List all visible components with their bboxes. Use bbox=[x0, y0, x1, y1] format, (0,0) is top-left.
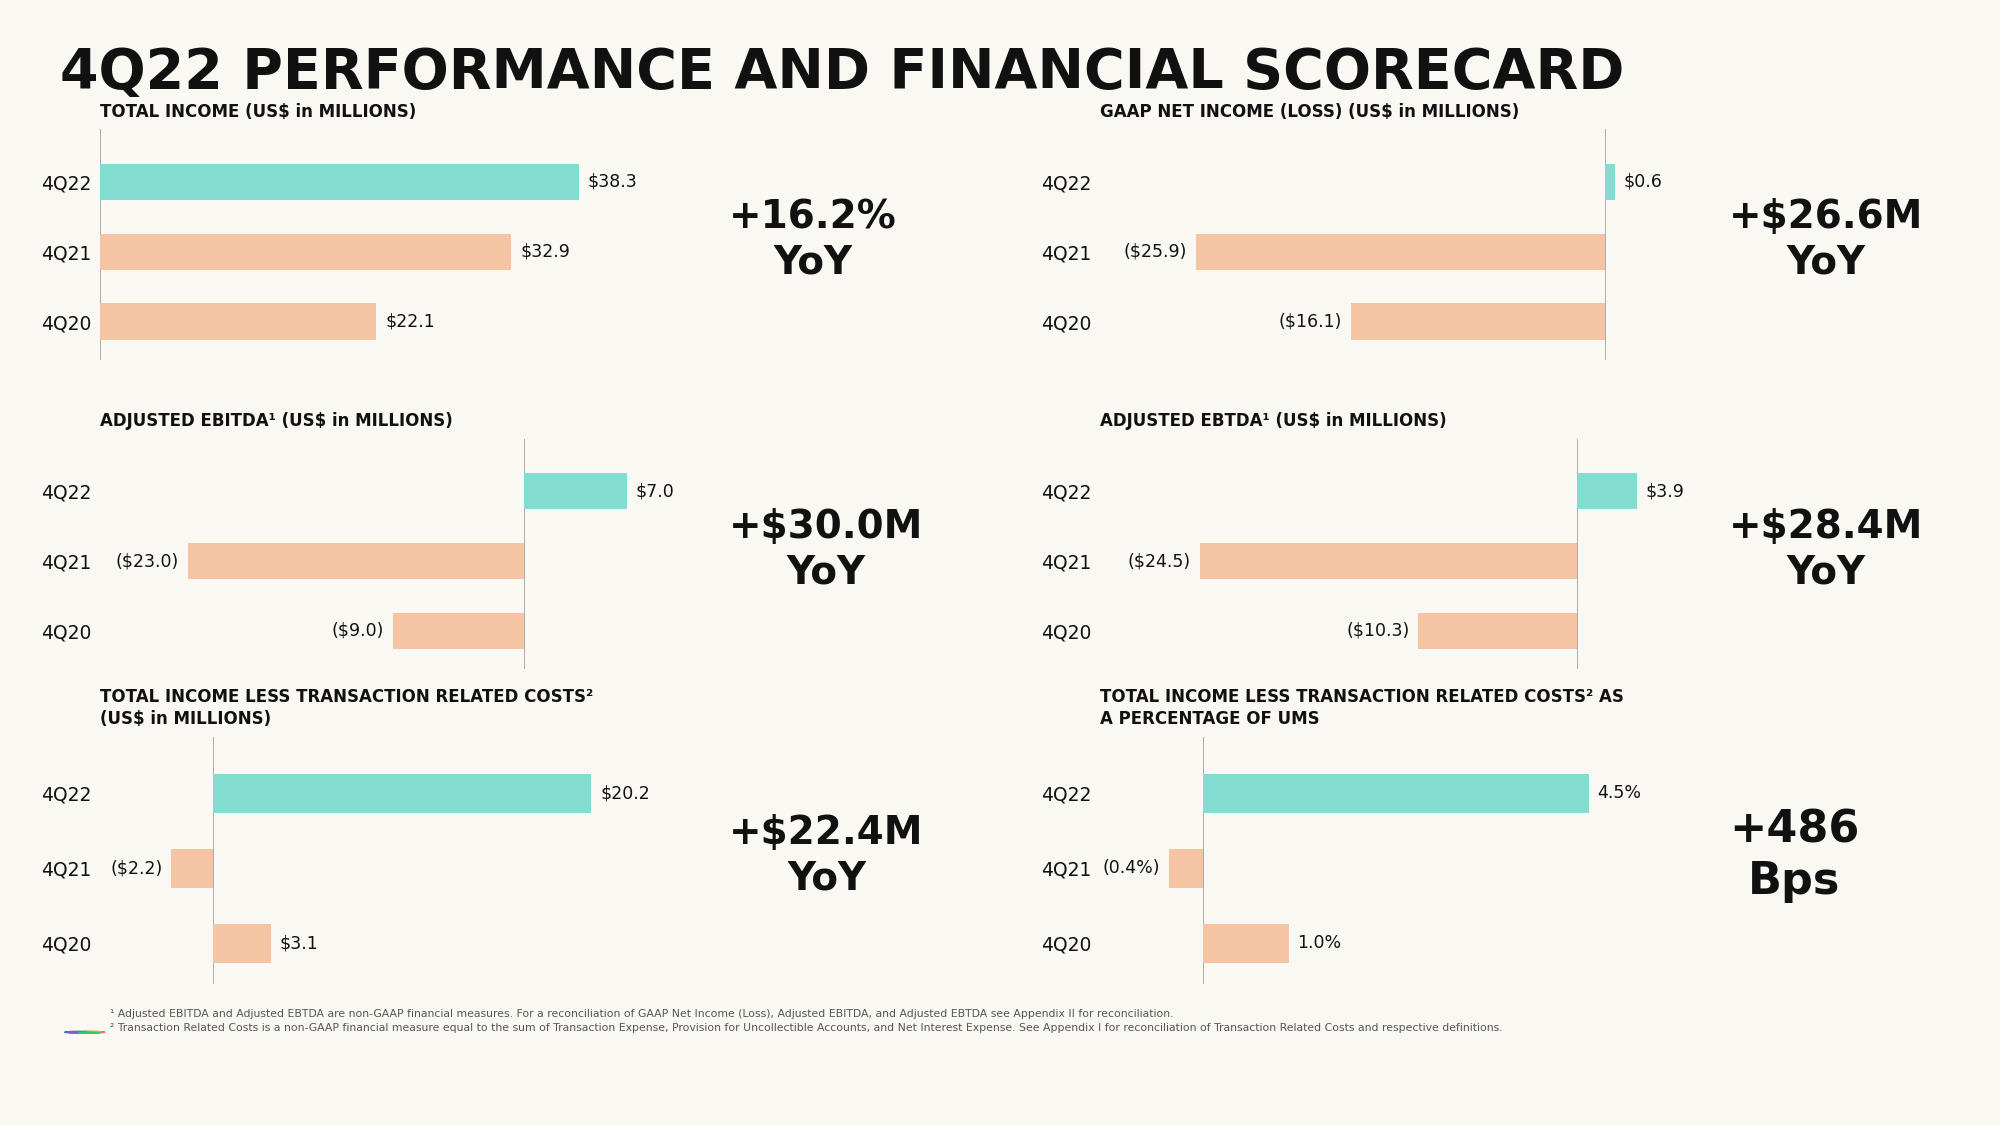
Text: TOTAL INCOME LESS TRANSACTION RELATED COSTS² AS
A PERCENTAGE OF UMS: TOTAL INCOME LESS TRANSACTION RELATED CO… bbox=[1100, 688, 1624, 728]
Text: ADJUSTED EBITDA¹ (US$ in MILLIONS): ADJUSTED EBITDA¹ (US$ in MILLIONS) bbox=[100, 412, 452, 430]
Text: (0.4%): (0.4%) bbox=[1102, 860, 1160, 878]
Circle shape bbox=[78, 1030, 100, 1033]
Circle shape bbox=[82, 1032, 104, 1033]
Text: $3.1: $3.1 bbox=[280, 934, 318, 952]
Text: ($2.2): ($2.2) bbox=[110, 860, 162, 878]
Bar bbox=[1576, 472, 1636, 510]
Bar bbox=[1200, 543, 1576, 579]
Text: 4Q22 PERFORMANCE AND FINANCIAL SCORECARD: 4Q22 PERFORMANCE AND FINANCIAL SCORECARD bbox=[60, 45, 1624, 99]
Text: ($23.0): ($23.0) bbox=[116, 552, 178, 570]
Text: +$28.4M
YoY: +$28.4M YoY bbox=[1730, 507, 1924, 592]
Bar bbox=[100, 304, 376, 340]
Bar bbox=[524, 472, 626, 510]
Bar bbox=[1196, 234, 1606, 270]
Text: $0.6: $0.6 bbox=[1624, 173, 1662, 191]
Bar bbox=[1202, 774, 1588, 812]
Circle shape bbox=[70, 1030, 92, 1033]
Bar bbox=[188, 543, 524, 579]
Text: ¹ Adjusted EBITDA and Adjusted EBTDA are non-GAAP financial measures. For a reco: ¹ Adjusted EBITDA and Adjusted EBTDA are… bbox=[110, 1009, 1504, 1033]
Text: ($9.0): ($9.0) bbox=[332, 622, 384, 640]
Text: $22.1: $22.1 bbox=[386, 313, 436, 331]
Text: +$30.0M
YoY: +$30.0M YoY bbox=[730, 507, 924, 592]
Bar bbox=[212, 774, 592, 812]
Text: ($16.1): ($16.1) bbox=[1278, 313, 1342, 331]
Text: $32.9: $32.9 bbox=[520, 243, 570, 261]
Text: +$26.6M
YoY: +$26.6M YoY bbox=[1730, 198, 1924, 282]
Circle shape bbox=[70, 1032, 92, 1034]
Text: TOTAL INCOME (US$ in MILLIONS): TOTAL INCOME (US$ in MILLIONS) bbox=[100, 102, 416, 120]
Circle shape bbox=[64, 1032, 86, 1033]
Bar bbox=[1202, 924, 1288, 963]
Text: 4.5%: 4.5% bbox=[1598, 784, 1642, 802]
Text: +$22.4M
YoY: +$22.4M YoY bbox=[730, 813, 924, 898]
Bar bbox=[1418, 613, 1576, 649]
Text: +486
Bps: +486 Bps bbox=[1730, 809, 1860, 903]
Text: TOTAL INCOME LESS TRANSACTION RELATED COSTS²
(US$ in MILLIONS): TOTAL INCOME LESS TRANSACTION RELATED CO… bbox=[100, 688, 594, 728]
Text: 1.0%: 1.0% bbox=[1298, 934, 1342, 952]
Bar bbox=[1168, 848, 1202, 888]
Text: +16.2%
YoY: +16.2% YoY bbox=[730, 198, 896, 282]
Bar bbox=[212, 924, 270, 963]
Bar bbox=[100, 234, 512, 270]
Text: GAAP NET INCOME (LOSS) (US$ in MILLIONS): GAAP NET INCOME (LOSS) (US$ in MILLIONS) bbox=[1100, 102, 1520, 120]
Text: $38.3: $38.3 bbox=[588, 173, 638, 191]
Text: ($25.9): ($25.9) bbox=[1124, 243, 1188, 261]
Text: ($10.3): ($10.3) bbox=[1346, 622, 1410, 640]
Text: ADJUSTED EBTDA¹ (US$ in MILLIONS): ADJUSTED EBTDA¹ (US$ in MILLIONS) bbox=[1100, 412, 1446, 430]
Text: $20.2: $20.2 bbox=[600, 784, 650, 802]
Text: $7.0: $7.0 bbox=[636, 483, 674, 501]
Text: ($24.5): ($24.5) bbox=[1128, 552, 1192, 570]
Bar bbox=[1606, 163, 1614, 200]
Text: $3.9: $3.9 bbox=[1646, 483, 1684, 501]
Bar bbox=[100, 163, 578, 200]
Bar bbox=[172, 848, 212, 888]
Bar bbox=[1352, 304, 1606, 340]
Circle shape bbox=[78, 1032, 100, 1034]
Bar bbox=[392, 613, 524, 649]
